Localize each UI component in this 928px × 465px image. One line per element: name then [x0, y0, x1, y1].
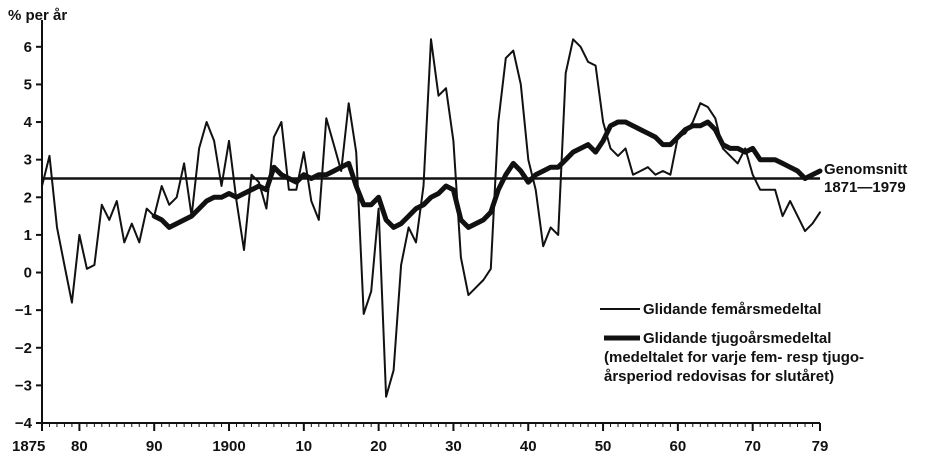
legend-entry-five-year: Glidande femårsmedeltal [643, 301, 821, 318]
y-tick-label: 6 [24, 39, 32, 56]
x-tick-label: 20 [370, 438, 387, 455]
x-tick-label: 1900 [212, 438, 245, 455]
x-tick-label: 80 [71, 438, 88, 455]
y-tick-label: 5 [24, 76, 32, 93]
y-tick-label: −3 [15, 377, 32, 394]
legend-entry-twenty-year: Glidande tjugoårsmedeltal [643, 330, 831, 347]
x-tick-label: 60 [670, 438, 687, 455]
x-tick-label: 10 [295, 438, 312, 455]
legend-note-line-1: (medeltalet for varje fem- resp tjugo- [604, 349, 864, 366]
y-tick-label: 2 [24, 189, 32, 206]
x-tick-label: 50 [595, 438, 612, 455]
y-tick-label: 1 [24, 227, 32, 244]
y-tick-label: −1 [15, 302, 32, 319]
x-tick-label: 79 [812, 438, 829, 455]
legend: Glidande femårsmedeltal Glidande tjugoår… [600, 301, 864, 385]
y-tick-label: 3 [24, 152, 32, 169]
x-tick-label: 40 [520, 438, 537, 455]
y-tick-label: −4 [15, 415, 33, 432]
x-tick-label: 30 [445, 438, 462, 455]
x-tick-label: 70 [744, 438, 761, 455]
reference-line-label-1: Genomsnitt [824, 161, 907, 178]
y-tick-label: −2 [15, 340, 32, 357]
y-tick-label: 4 [24, 114, 33, 131]
series-twenty-year-line [151, 119, 823, 230]
y-tick-label: 0 [24, 265, 32, 282]
x-tick-label: 1875 [12, 438, 45, 455]
series-layer [41, 38, 823, 398]
reference-line-label-2: 1871—1979 [824, 179, 906, 196]
y-axis-title: % per år [8, 7, 67, 24]
x-tick-label: 90 [146, 438, 163, 455]
legend-note-line-2: årsperiod redovisas for slutåret) [604, 368, 834, 385]
